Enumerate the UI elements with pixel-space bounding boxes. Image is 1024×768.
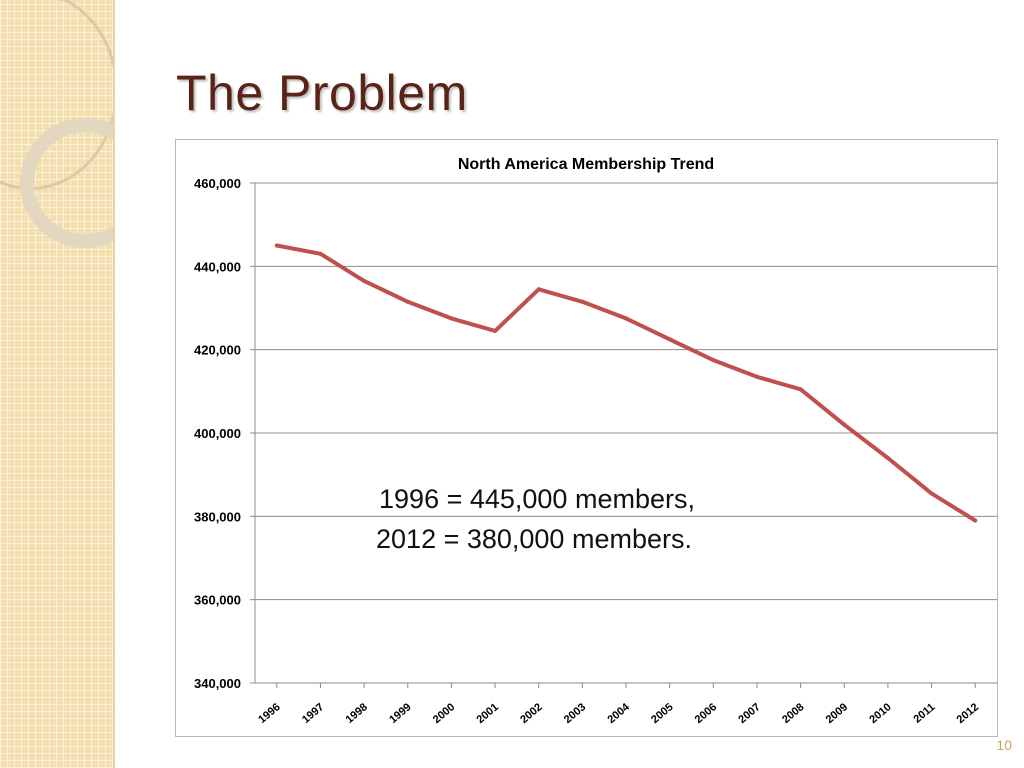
chart-frame xyxy=(175,139,998,737)
data-point xyxy=(536,287,541,292)
band-edge xyxy=(113,0,115,768)
y-tick-label: 360,000 xyxy=(194,593,241,608)
data-point xyxy=(929,491,934,496)
data-point xyxy=(754,374,759,379)
data-point xyxy=(493,328,498,333)
slide-title: The Problem xyxy=(176,65,468,121)
chart-container: North America Membership Trend 340,000 36… xyxy=(175,139,998,737)
decorative-band xyxy=(0,0,113,768)
y-tick-label: 460,000 xyxy=(194,176,241,191)
series-layer xyxy=(274,243,978,523)
data-point xyxy=(711,358,716,363)
y-tick-label: 380,000 xyxy=(194,509,241,524)
page-number: 10 xyxy=(996,737,1012,753)
data-point xyxy=(798,387,803,392)
y-axis-ticks: 340,000 360,000 380,000 400,000 420,000 440,0… xyxy=(194,176,241,691)
line-chart: North America Membership Trend 340,000 36… xyxy=(175,139,998,737)
annotation-line-1: 1996 = 445,000 members, xyxy=(379,484,695,514)
data-point xyxy=(973,518,978,523)
data-point xyxy=(885,456,890,460)
data-point xyxy=(580,299,585,304)
data-point xyxy=(449,316,454,321)
data-point xyxy=(405,299,410,304)
data-point xyxy=(318,251,323,256)
y-tick-label: 440,000 xyxy=(194,259,241,274)
y-tick-label: 340,000 xyxy=(194,676,241,691)
chart-title: North America Membership Trend xyxy=(458,156,714,173)
gridlines xyxy=(250,182,997,684)
data-point xyxy=(362,278,367,283)
data-point xyxy=(667,337,672,342)
data-point xyxy=(842,422,847,427)
data-point xyxy=(274,243,279,248)
data-point xyxy=(624,316,628,321)
y-tick-label: 420,000 xyxy=(194,343,241,358)
y-tick-label: 400,000 xyxy=(194,426,241,441)
annotation-line-2: 2012 = 380,000 members. xyxy=(376,524,692,554)
